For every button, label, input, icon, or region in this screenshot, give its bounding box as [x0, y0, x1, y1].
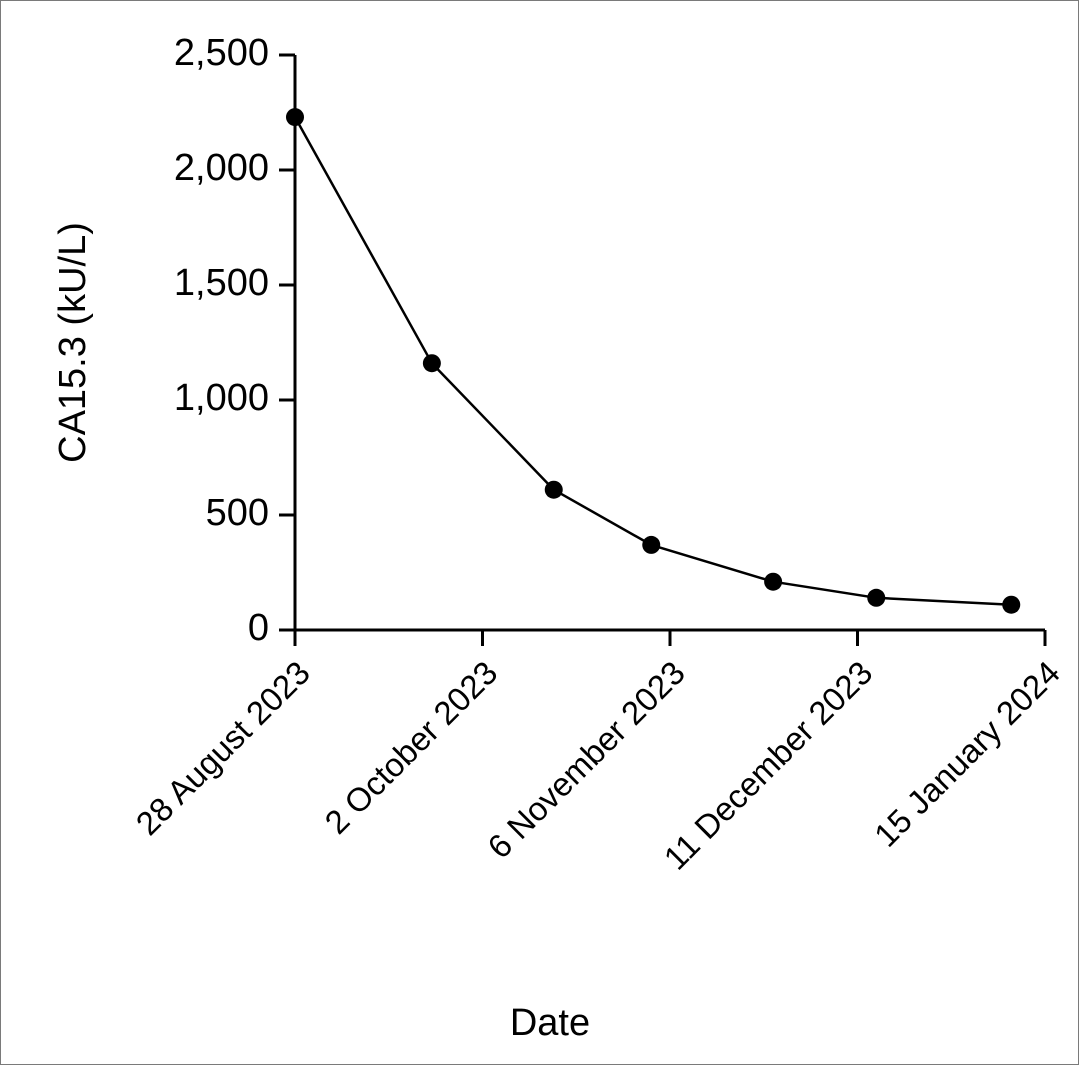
data-point	[286, 108, 304, 126]
y-tick-label: 0	[248, 607, 269, 649]
chart-svg: 05001,0001,5002,0002,50028 August 20232 …	[0, 0, 1079, 1065]
y-tick-label: 1,500	[174, 262, 269, 304]
data-point	[764, 573, 782, 591]
y-tick-label: 500	[206, 492, 269, 534]
data-point	[545, 481, 563, 499]
data-point	[1002, 596, 1020, 614]
y-tick-label: 1,000	[174, 377, 269, 419]
data-point	[423, 354, 441, 372]
data-point	[642, 536, 660, 554]
x-axis-title: Date	[510, 1002, 590, 1044]
y-tick-label: 2,500	[174, 32, 269, 74]
data-point	[867, 589, 885, 607]
y-tick-label: 2,000	[174, 147, 269, 189]
chart-container: 05001,0001,5002,0002,50028 August 20232 …	[0, 0, 1079, 1065]
y-axis-title: CA15.3 (kU/L)	[52, 222, 94, 463]
